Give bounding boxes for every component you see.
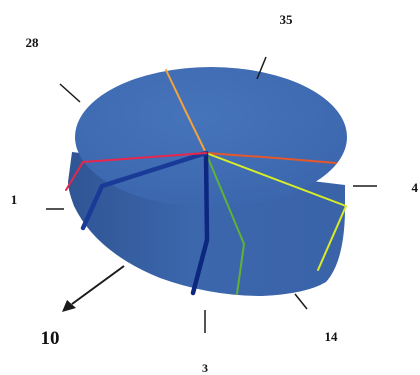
leader-lines [46,56,377,333]
slice-label-4: 4 [412,180,419,195]
slice-label-1: 1 [11,192,18,207]
leader-line-28 [59,83,81,103]
slice-edge-10 [190,150,210,296]
leader-line-14 [294,293,308,310]
slice-edge-4 [205,152,337,164]
slice-edge-28 [65,152,207,191]
slice-label-10: 10 [41,328,60,349]
slice-label-3: 3 [202,361,208,375]
slice-label-28: 28 [26,35,40,50]
slice-edge-1 [80,150,209,231]
slice-edge-35 [165,69,207,154]
slice-labels: 35 28 1 4 14 3 10 [11,12,419,375]
slice-edge-14 [205,152,347,271]
slice-label-14: 14 [325,329,339,344]
pie-disc-top [75,67,347,207]
leader-line-35 [256,56,267,80]
leader-line-10 [71,265,125,305]
arrow-head-icon [62,300,76,312]
slice-edges [65,69,347,296]
slice-label-35: 35 [280,12,294,27]
slice-edge-3 [205,152,245,295]
